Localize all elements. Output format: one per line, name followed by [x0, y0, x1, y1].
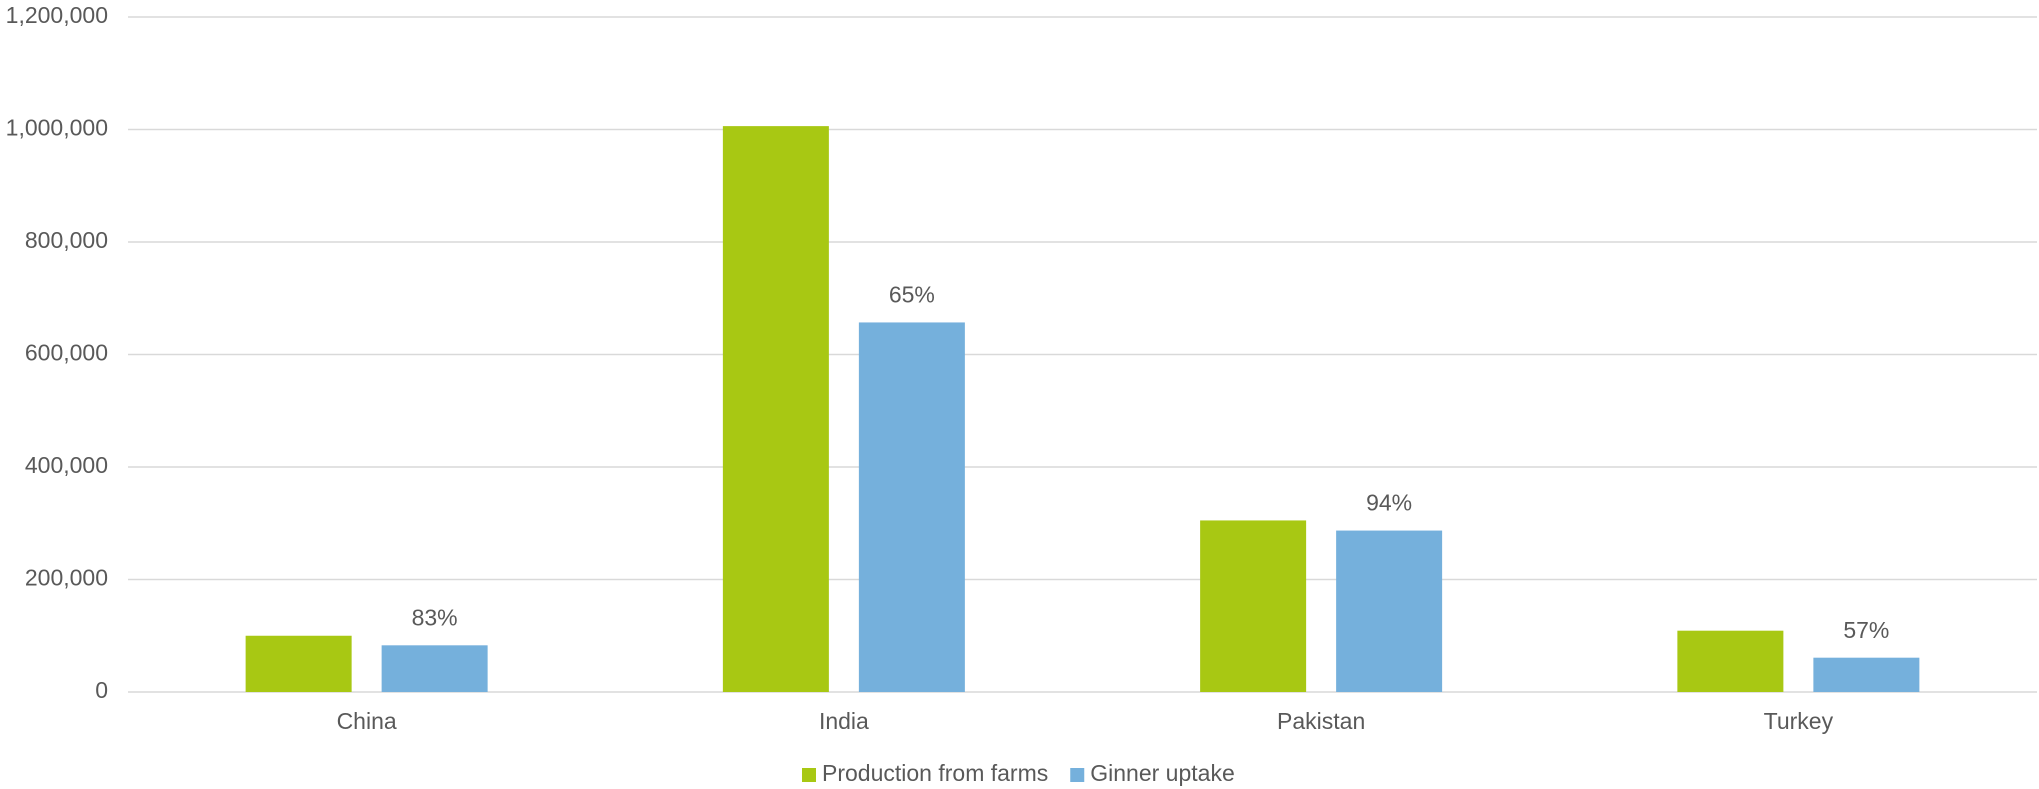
legend-swatch — [802, 768, 816, 782]
data-label: 65% — [889, 282, 935, 308]
y-tick-label: 400,000 — [25, 452, 108, 478]
bar — [1336, 530, 1443, 692]
bar — [381, 645, 488, 692]
y-tick-label: 600,000 — [25, 340, 108, 366]
x-tick-label: Pakistan — [1277, 708, 1365, 734]
y-tick-label: 200,000 — [25, 565, 108, 591]
bar — [722, 126, 829, 692]
x-tick-label: China — [337, 708, 397, 734]
x-tick-label: Turkey — [1764, 708, 1834, 734]
bar — [1813, 657, 1920, 692]
y-tick-label: 0 — [95, 677, 108, 703]
y-tick-label: 800,000 — [25, 227, 108, 253]
data-label: 57% — [1843, 617, 1889, 643]
data-label: 94% — [1366, 490, 1412, 516]
x-tick-label: India — [819, 708, 869, 734]
data-label: 83% — [412, 604, 458, 630]
legend-label: Production from farms — [822, 760, 1048, 786]
y-tick-label: 1,000,000 — [6, 115, 108, 141]
bar — [245, 635, 352, 692]
bar — [858, 322, 965, 692]
legend-swatch — [1070, 768, 1085, 782]
bar — [1200, 520, 1307, 692]
bar — [1677, 630, 1784, 692]
y-tick-label: 1,200,000 — [6, 2, 108, 28]
legend-label: Ginner uptake — [1090, 760, 1234, 786]
